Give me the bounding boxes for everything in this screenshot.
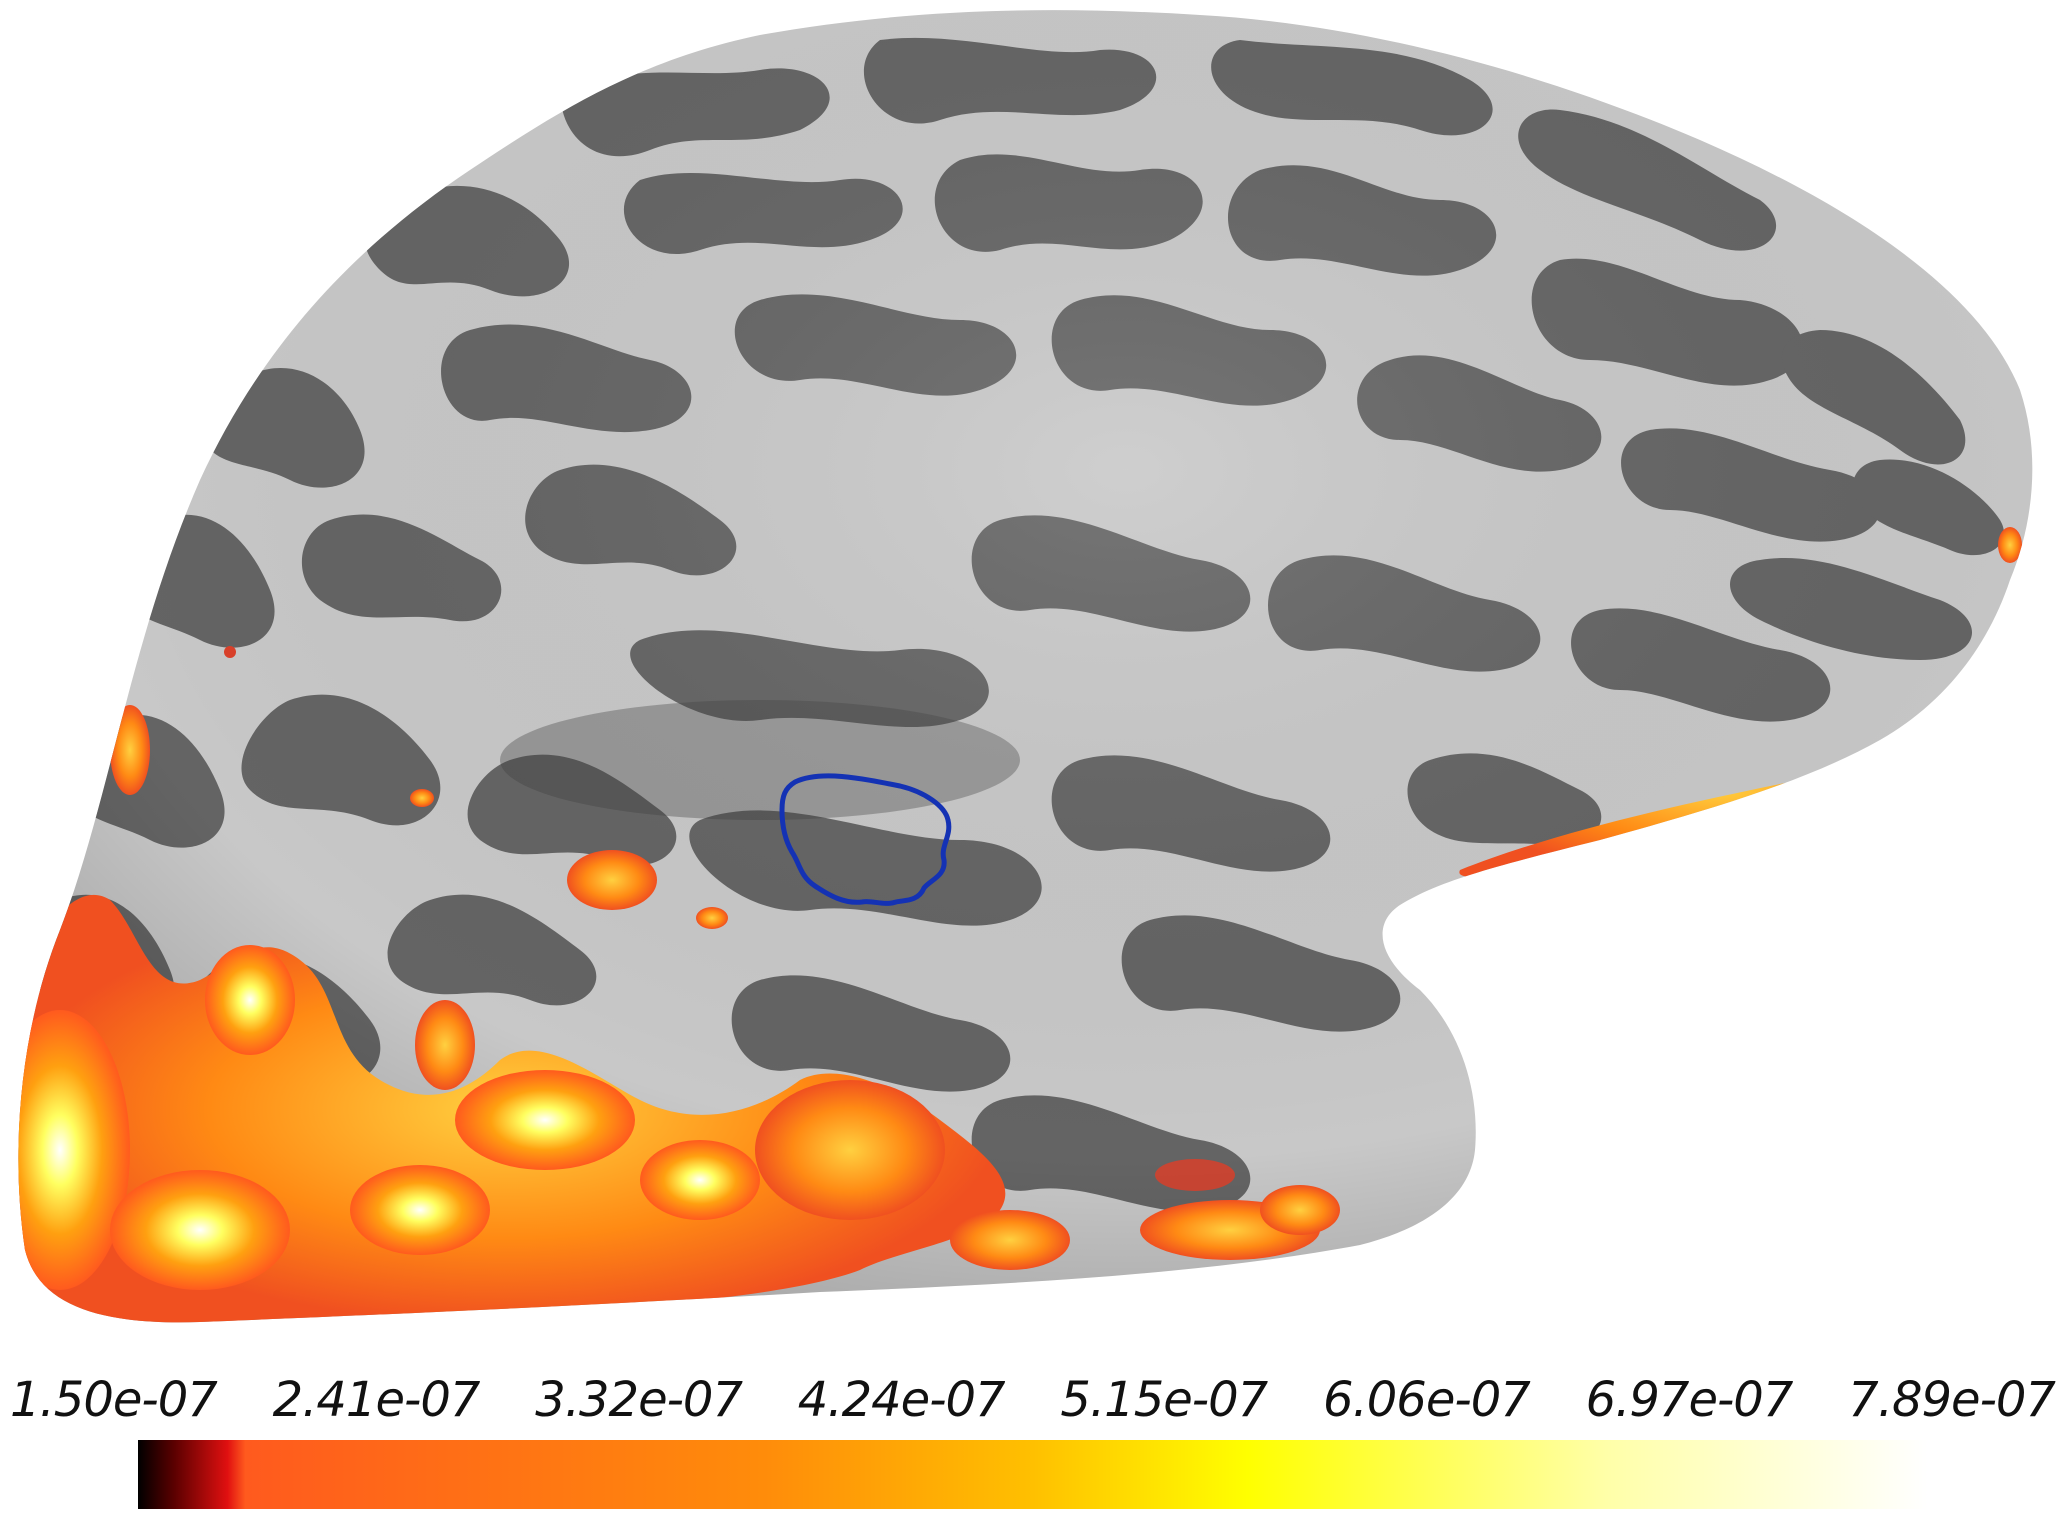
surface-shading bbox=[18, 10, 2033, 1323]
colorbar-tick-label: 5.15e-07 bbox=[1060, 1372, 1268, 1428]
colorbar-tick-label: 6.06e-07 bbox=[1322, 1372, 1531, 1428]
colorbar-tick-label: 3.32e-07 bbox=[535, 1372, 743, 1428]
colorbar-tick-label: 7.89e-07 bbox=[1848, 1372, 2056, 1428]
cortex bbox=[18, 10, 2033, 1323]
colorbar-tick-label: 6.97e-07 bbox=[1585, 1372, 1794, 1428]
colorbar bbox=[138, 1440, 1928, 1509]
colorbar-tick-label: 4.24e-07 bbox=[797, 1372, 1006, 1428]
colorbar-tick-labels: 1.50e-07 2.41e-07 3.32e-07 4.24e-07 5.15… bbox=[10, 1360, 2056, 1440]
roi-outline bbox=[779, 773, 952, 906]
activation-overlay bbox=[18, 527, 2022, 1323]
colorbar-tick-label: 1.50e-07 bbox=[10, 1372, 218, 1428]
colorbar-tick-label: 2.41e-07 bbox=[272, 1372, 481, 1428]
